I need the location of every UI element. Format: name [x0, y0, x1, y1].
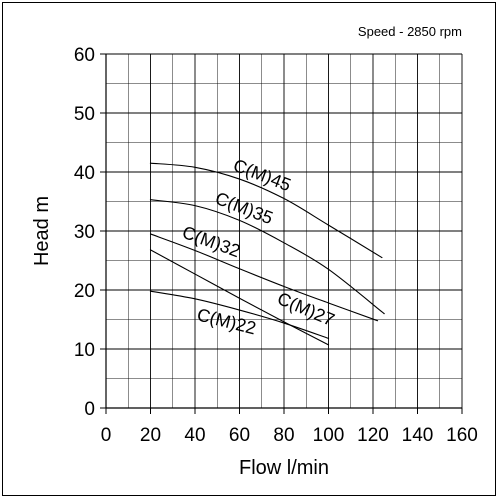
- curve-point: [194, 249, 196, 252]
- curve-point: [238, 178, 241, 180]
- curve-point: [194, 298, 196, 300]
- x-axis-label: Flow l/min: [239, 457, 329, 479]
- curve-point: [283, 285, 285, 288]
- labels: C(M)45C(M)35C(M)32C(M)27C(M)22: [180, 155, 338, 338]
- series-label: C(M)32: [180, 222, 243, 261]
- curve-point: [149, 249, 152, 251]
- curve-point: [327, 224, 330, 226]
- x-tick-label: 60: [229, 425, 250, 446]
- curve-point: [238, 297, 241, 299]
- curve-point: [327, 268, 330, 270]
- curve-point: [283, 322, 285, 324]
- axes: 0 20 40 60 80 100 120 140 160 0 10 20 30 40 50 60: [74, 45, 478, 446]
- y-tick-label: 50: [74, 104, 95, 125]
- curve-point: [194, 166, 196, 168]
- y-axis-label: Head m: [31, 196, 53, 266]
- curve-point: [238, 309, 241, 311]
- curve-point: [149, 290, 152, 292]
- grid: [105, 53, 463, 409]
- x-tick-label: 0: [101, 425, 112, 446]
- x-tick-label: 40: [184, 425, 205, 446]
- curve-cm35: [150, 199, 385, 315]
- x-tick-label: 120: [357, 425, 389, 446]
- curve-point: [238, 268, 241, 270]
- x-tick-label: 20: [140, 425, 161, 446]
- curve-point: [283, 321, 285, 323]
- curve-point: [194, 273, 196, 275]
- y-tick-label: 60: [74, 45, 95, 66]
- curve-point: [381, 256, 383, 259]
- curve-point: [283, 197, 285, 200]
- y-tick-label: 20: [74, 281, 95, 302]
- curve-point: [194, 205, 196, 207]
- curve-cm32: [150, 233, 378, 322]
- curve-cm45: [150, 162, 383, 259]
- y-tick-label: 0: [84, 399, 95, 420]
- curve-point: [149, 199, 152, 201]
- curve-point: [283, 242, 285, 244]
- y-tick-label: 40: [74, 163, 95, 184]
- chart-subtitle: Speed - 2850 rpm: [358, 24, 462, 39]
- y-tick-label: 10: [74, 340, 95, 361]
- chart-frame: [2, 2, 496, 496]
- curve-point: [327, 337, 330, 339]
- series-label: C(M)22: [195, 304, 258, 338]
- x-tick-label: 160: [446, 425, 478, 446]
- curves: [149, 162, 385, 346]
- x-tick-label: 140: [402, 425, 434, 446]
- curve-point: [149, 233, 152, 235]
- y-tick-label: 30: [74, 222, 95, 243]
- curve-point: [238, 219, 241, 221]
- curve-point: [327, 344, 330, 346]
- x-tick-label: 100: [313, 425, 345, 446]
- curve-point: [149, 162, 152, 164]
- x-tick-label: 80: [273, 425, 294, 446]
- curve-point: [376, 320, 379, 322]
- curve-point: [327, 302, 330, 304]
- curve-point: [383, 313, 385, 315]
